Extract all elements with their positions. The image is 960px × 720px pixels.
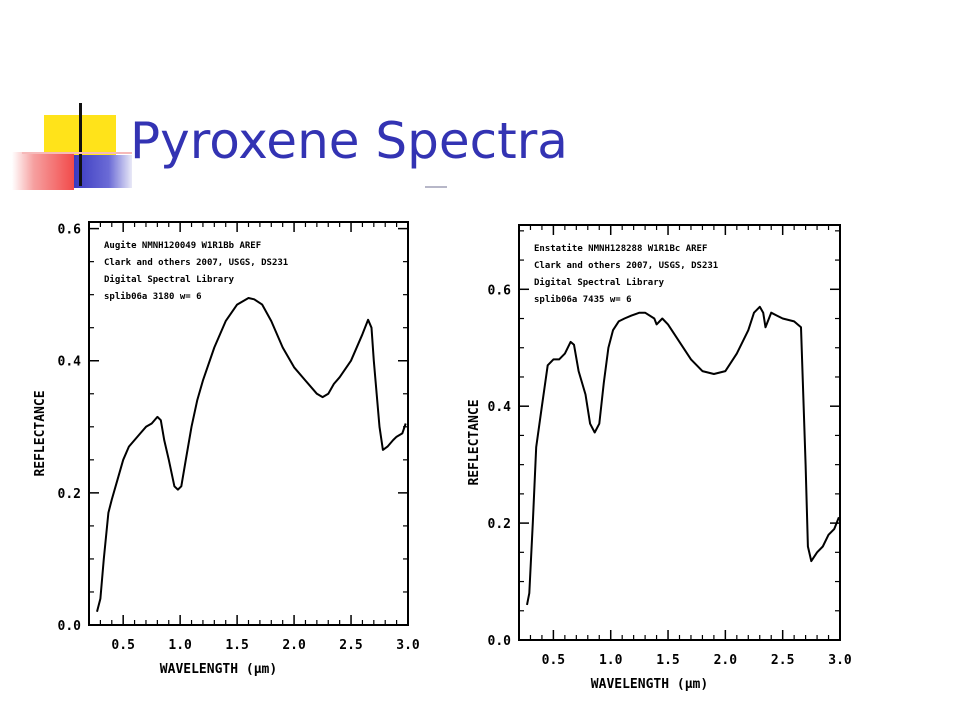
y-tick-label: 0.2	[58, 487, 81, 502]
x-tick-label: 2.0	[714, 653, 738, 668]
y-tick-label: 0.2	[488, 517, 511, 532]
spectrum-header-line: Augite NMNH120049 W1R1Bb AREF	[104, 240, 261, 251]
spectrum-header-line: Enstatite NMNH128288 W1R1Bc AREF	[534, 243, 707, 254]
x-tick-label: 0.5	[542, 653, 565, 668]
y-tick-label: 0.4	[58, 355, 82, 370]
x-axis-label: WAVELENGTH (μm)	[160, 662, 277, 677]
spectrum-header-line: splib06a 3180 w= 6	[104, 291, 202, 302]
x-tick-label: 2.5	[771, 653, 794, 668]
red-square-decoration	[12, 152, 74, 190]
x-tick-label: 3.0	[828, 653, 852, 668]
spectrum-header-line: splib06a 7435 w= 6	[534, 294, 632, 305]
enstatite-spectrum-chart: 0.5 1.0 1.5 2.0 2.5 3.0 0.0 0.2 0.4 0.6 WAVELENGTH…	[467, 224, 852, 692]
y-tick-label: 0.0	[488, 634, 512, 649]
x-tick-label: 2.0	[282, 638, 306, 653]
y-tick-label: 0.4	[488, 400, 512, 415]
spectrum-header-line: Clark and others 2007, USGS, DS231	[104, 258, 288, 268]
x-tick-label: 1.5	[225, 638, 248, 653]
spectrum-header-line: Digital Spectral Library	[104, 274, 235, 285]
reflectance-series-line	[526, 305, 840, 606]
title-underline-decoration	[425, 186, 447, 188]
x-tick-label: 1.5	[656, 653, 679, 668]
y-axis-label: REFLECTANCE	[467, 399, 482, 485]
slide-title: Pyroxene Spectra	[130, 112, 568, 170]
horizontal-line-decoration	[22, 152, 132, 154]
x-tick-label: 1.0	[599, 653, 623, 668]
y-tick-label: 0.6	[488, 283, 512, 298]
x-tick-label: 3.0	[396, 638, 420, 653]
y-tick-label: 0.0	[58, 619, 82, 634]
y-tick-label: 0.6	[58, 223, 82, 238]
x-tick-label: 2.5	[339, 638, 362, 653]
x-tick-label: 0.5	[111, 638, 134, 653]
blue-square-decoration	[74, 155, 132, 188]
x-tick-label: 1.0	[168, 638, 192, 653]
y-axis-label: REFLECTANCE	[33, 390, 48, 476]
spectrum-header-line: Clark and others 2007, USGS, DS231	[534, 261, 718, 271]
vertical-line-decoration	[79, 103, 82, 186]
augite-spectrum-chart: 0.5 1.0 1.5 2.0 2.5 3.0 0.0 0.2 0.4 0.6 WAVELENGTH…	[33, 221, 420, 677]
x-axis-label: WAVELENGTH (μm)	[591, 677, 708, 692]
spectrum-header-line: Digital Spectral Library	[534, 277, 665, 288]
reflectance-series-line	[96, 297, 407, 613]
